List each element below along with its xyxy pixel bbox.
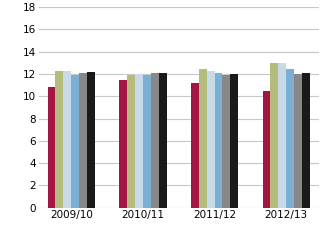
Bar bbox=[135, 74, 143, 208]
Bar bbox=[87, 72, 95, 208]
Bar bbox=[223, 75, 230, 208]
Bar bbox=[191, 83, 199, 208]
Bar bbox=[294, 74, 302, 208]
Bar bbox=[302, 73, 310, 208]
Bar bbox=[286, 69, 294, 208]
Bar bbox=[270, 63, 279, 208]
Bar bbox=[63, 71, 71, 208]
Bar bbox=[159, 73, 167, 208]
Bar bbox=[127, 75, 135, 208]
Bar bbox=[47, 87, 56, 208]
Bar bbox=[214, 73, 223, 208]
Bar bbox=[199, 69, 207, 208]
Bar bbox=[56, 71, 63, 208]
Bar bbox=[143, 75, 151, 208]
Bar bbox=[263, 91, 270, 208]
Bar bbox=[79, 73, 87, 208]
Bar bbox=[151, 73, 159, 208]
Bar bbox=[119, 80, 127, 208]
Bar bbox=[71, 75, 79, 208]
Bar bbox=[230, 74, 238, 208]
Bar bbox=[207, 71, 215, 208]
Bar bbox=[279, 63, 286, 208]
